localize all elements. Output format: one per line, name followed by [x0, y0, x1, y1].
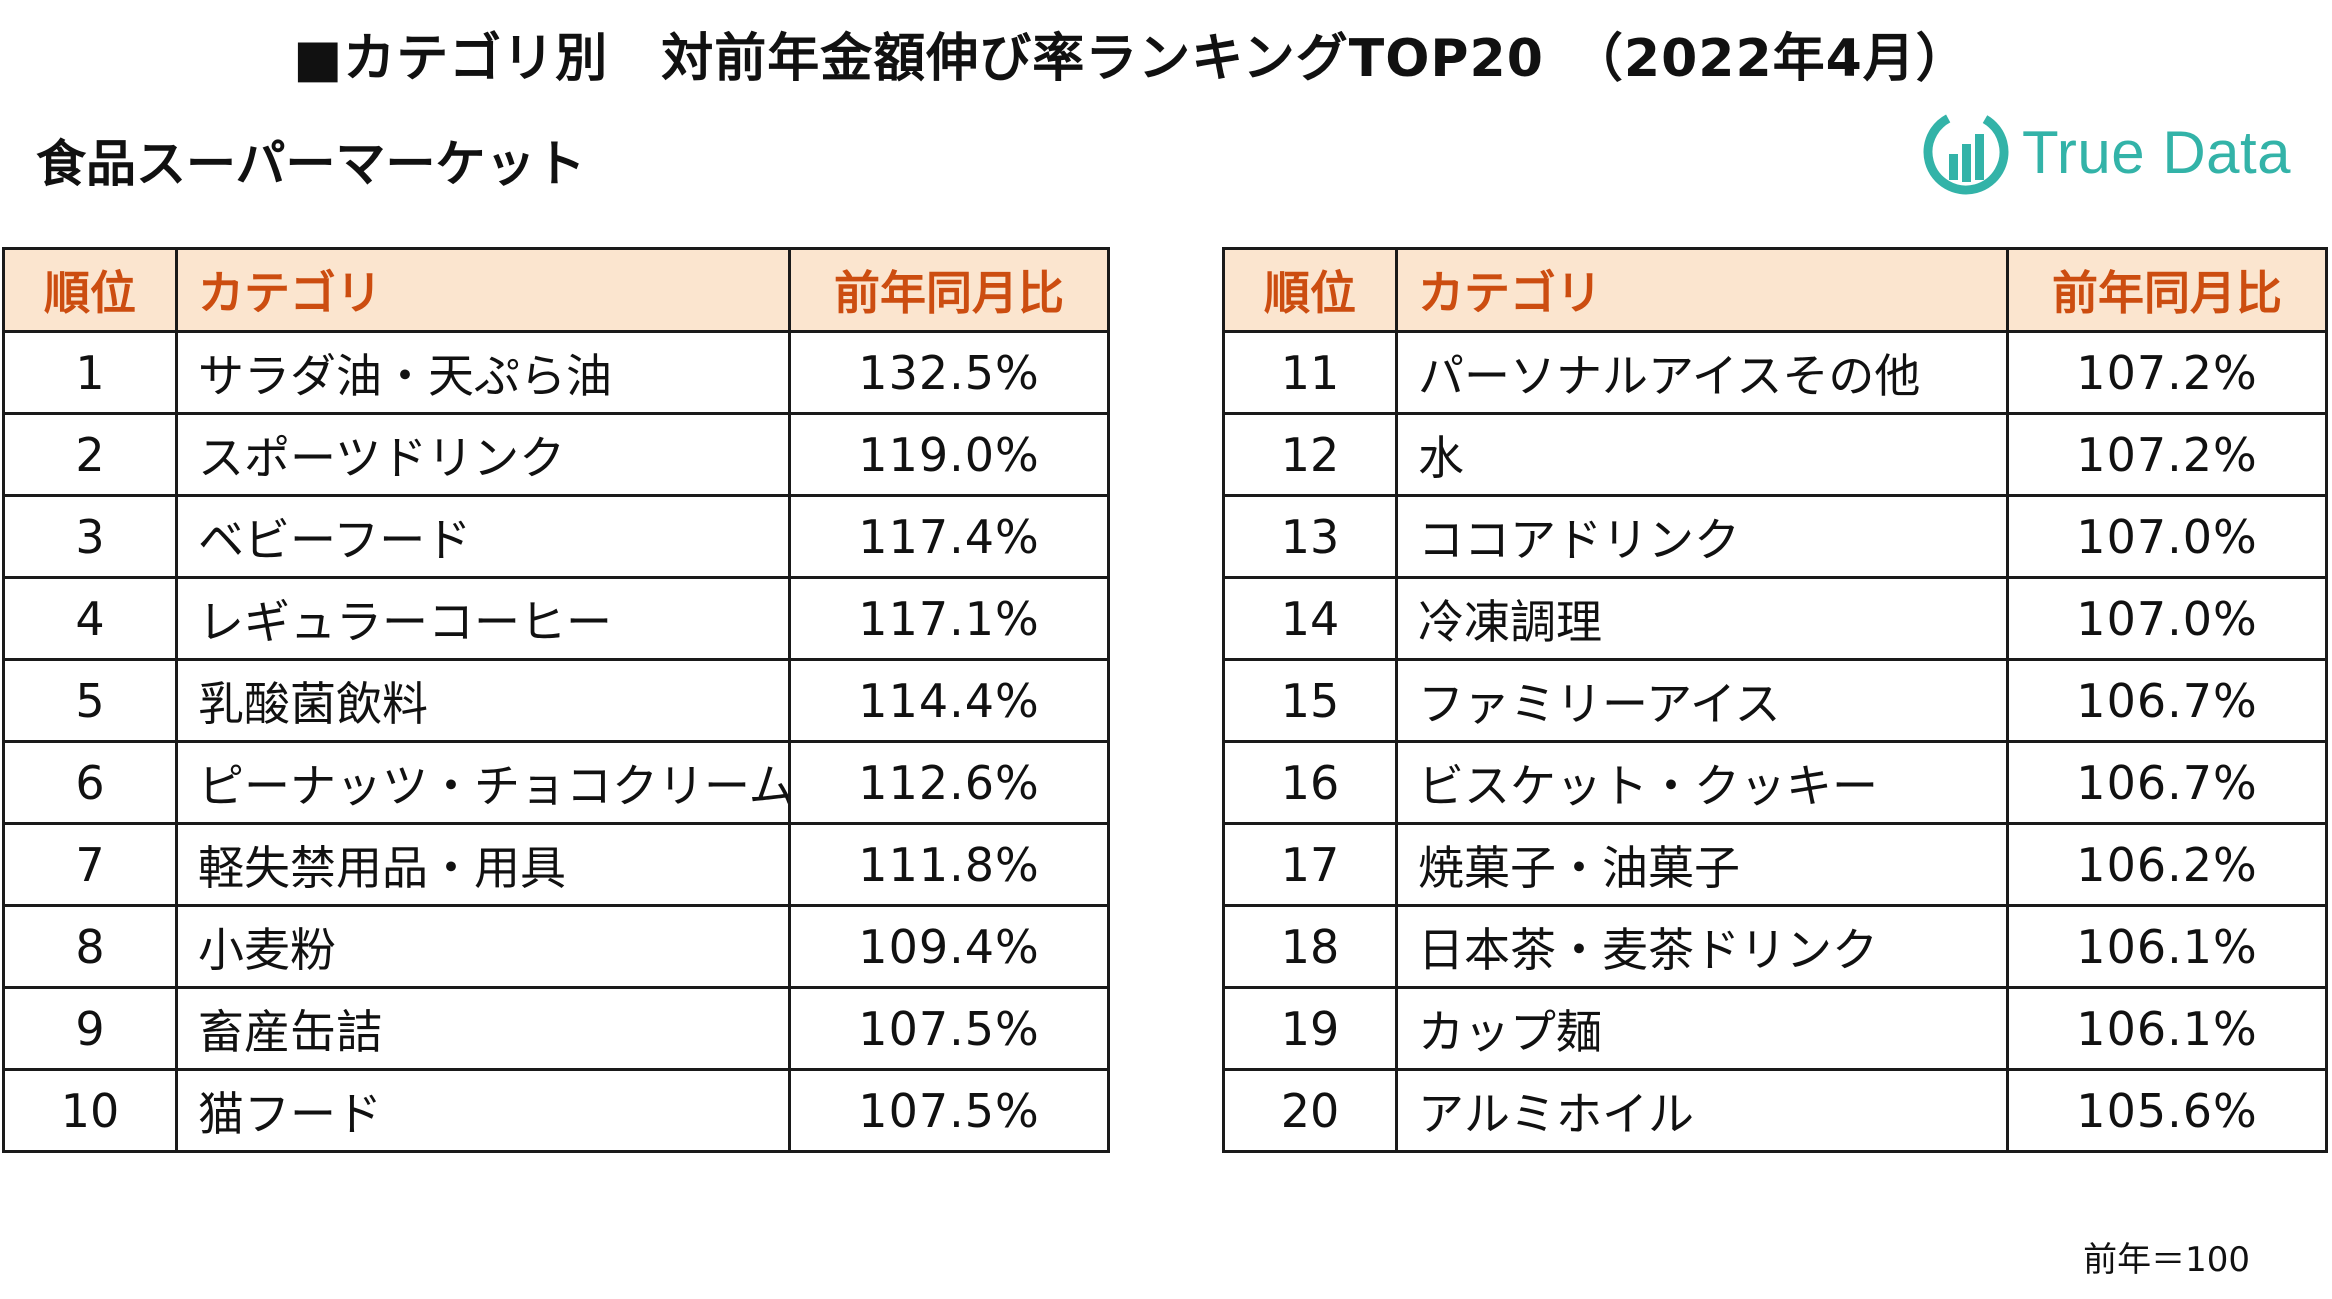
- ranking-table-right: 順位 カテゴリ 前年同月比 11 パーソナルアイスその他 107.2% 12 水…: [1222, 247, 2328, 1153]
- ratio-cell: 106.1%: [2006, 904, 2328, 989]
- baseline-note: 前年＝100: [2083, 1240, 2250, 1280]
- logo-text: True Data: [2022, 118, 2292, 186]
- page-title: ■カテゴリ別 対前年金額伸び率ランキングTOP20 （2022年4月）: [293, 29, 1969, 89]
- ratio-cell: 119.0%: [788, 412, 1110, 497]
- category-cell: 小麦粉: [175, 904, 791, 989]
- table-header-row: 順位 カテゴリ 前年同月比: [1222, 247, 2328, 333]
- table-row: 16 ビスケット・クッキー 106.7%: [1222, 740, 2328, 825]
- rank-cell: 7: [2, 822, 178, 907]
- header-category: カテゴリ: [175, 247, 791, 333]
- rank-cell: 19: [1222, 986, 1398, 1071]
- header-rank: 順位: [2, 247, 178, 333]
- rank-cell: 11: [1222, 330, 1398, 415]
- table-row: 3 ベビーフード 117.4%: [2, 494, 1110, 579]
- category-cell: 軽失禁用品・用具: [175, 822, 791, 907]
- table-row: 19 カップ麺 106.1%: [1222, 986, 2328, 1071]
- table-row: 6 ピーナッツ・チョコクリーム 112.6%: [2, 740, 1110, 825]
- ratio-cell: 107.2%: [2006, 412, 2328, 497]
- ratio-cell: 117.4%: [788, 494, 1110, 579]
- ratio-cell: 106.7%: [2006, 740, 2328, 825]
- rank-cell: 17: [1222, 822, 1398, 907]
- rank-cell: 5: [2, 658, 178, 743]
- ratio-cell: 105.6%: [2006, 1068, 2328, 1153]
- table-row: 10 猫フード 107.5%: [2, 1068, 1110, 1153]
- category-cell: アルミホイル: [1395, 1068, 2009, 1153]
- table-row: 8 小麦粉 109.4%: [2, 904, 1110, 989]
- rank-cell: 14: [1222, 576, 1398, 661]
- ratio-cell: 117.1%: [788, 576, 1110, 661]
- category-cell: パーソナルアイスその他: [1395, 330, 2009, 415]
- ratio-cell: 107.5%: [788, 1068, 1110, 1153]
- header-rank: 順位: [1222, 247, 1398, 333]
- rank-cell: 4: [2, 576, 178, 661]
- ratio-cell: 111.8%: [788, 822, 1110, 907]
- category-cell: ファミリーアイス: [1395, 658, 2009, 743]
- rank-cell: 20: [1222, 1068, 1398, 1153]
- table-row: 13 ココアドリンク 107.0%: [1222, 494, 2328, 579]
- rank-cell: 12: [1222, 412, 1398, 497]
- table-row: 4 レギュラーコーヒー 117.1%: [2, 576, 1110, 661]
- table-row: 14 冷凍調理 107.0%: [1222, 576, 2328, 661]
- rank-cell: 6: [2, 740, 178, 825]
- category-cell: レギュラーコーヒー: [175, 576, 791, 661]
- ratio-cell: 114.4%: [788, 658, 1110, 743]
- rank-cell: 16: [1222, 740, 1398, 825]
- category-cell: ピーナッツ・チョコクリーム: [175, 740, 791, 825]
- ratio-cell: 107.0%: [2006, 494, 2328, 579]
- rank-cell: 3: [2, 494, 178, 579]
- category-cell: 猫フード: [175, 1068, 791, 1153]
- category-cell: サラダ油・天ぷら油: [175, 330, 791, 415]
- category-cell: カップ麺: [1395, 986, 2009, 1071]
- ratio-cell: 132.5%: [788, 330, 1110, 415]
- rank-cell: 1: [2, 330, 178, 415]
- rank-cell: 15: [1222, 658, 1398, 743]
- table-row: 7 軽失禁用品・用具 111.8%: [2, 822, 1110, 907]
- table-row: 11 パーソナルアイスその他 107.2%: [1222, 330, 2328, 415]
- category-cell: 畜産缶詰: [175, 986, 791, 1071]
- table-row: 9 畜産缶詰 107.5%: [2, 986, 1110, 1071]
- table-row: 20 アルミホイル 105.6%: [1222, 1068, 2328, 1153]
- ratio-cell: 106.2%: [2006, 822, 2328, 907]
- table-row: 15 ファミリーアイス 106.7%: [1222, 658, 2328, 743]
- category-cell: ベビーフード: [175, 494, 791, 579]
- category-cell: 焼菓子・油菓子: [1395, 822, 2009, 907]
- true-data-logo-icon: [1923, 109, 2009, 195]
- table-row: 2 スポーツドリンク 119.0%: [2, 412, 1110, 497]
- table-row: 12 水 107.2%: [1222, 412, 2328, 497]
- rank-cell: 2: [2, 412, 178, 497]
- table-header-row: 順位 カテゴリ 前年同月比: [2, 247, 1110, 333]
- logo: True Data: [1920, 104, 2291, 200]
- ranking-table-left: 順位 カテゴリ 前年同月比 1 サラダ油・天ぷら油 132.5% 2 スポーツド…: [2, 247, 1110, 1153]
- table-row: 18 日本茶・麦茶ドリンク 106.1%: [1222, 904, 2328, 989]
- ratio-cell: 107.5%: [788, 986, 1110, 1071]
- table-row: 17 焼菓子・油菓子 106.2%: [1222, 822, 2328, 907]
- category-cell: ビスケット・クッキー: [1395, 740, 2009, 825]
- ratio-cell: 109.4%: [788, 904, 1110, 989]
- category-cell: 水: [1395, 412, 2009, 497]
- category-cell: ココアドリンク: [1395, 494, 2009, 579]
- ratio-cell: 107.0%: [2006, 576, 2328, 661]
- table-row: 1 サラダ油・天ぷら油 132.5%: [2, 330, 1110, 415]
- ratio-cell: 106.7%: [2006, 658, 2328, 743]
- header-ratio: 前年同月比: [788, 247, 1110, 333]
- rank-cell: 18: [1222, 904, 1398, 989]
- rank-cell: 10: [2, 1068, 178, 1153]
- ratio-cell: 106.1%: [2006, 986, 2328, 1071]
- category-cell: 冷凍調理: [1395, 576, 2009, 661]
- category-cell: 乳酸菌飲料: [175, 658, 791, 743]
- rank-cell: 13: [1222, 494, 1398, 579]
- header-ratio: 前年同月比: [2006, 247, 2328, 333]
- header-category: カテゴリ: [1395, 247, 2009, 333]
- ratio-cell: 107.2%: [2006, 330, 2328, 415]
- page-subtitle: 食品スーパーマーケット: [36, 135, 586, 193]
- category-cell: 日本茶・麦茶ドリンク: [1395, 904, 2009, 989]
- table-row: 5 乳酸菌飲料 114.4%: [2, 658, 1110, 743]
- ratio-cell: 112.6%: [788, 740, 1110, 825]
- rank-cell: 9: [2, 986, 178, 1071]
- rank-cell: 8: [2, 904, 178, 989]
- category-cell: スポーツドリンク: [175, 412, 791, 497]
